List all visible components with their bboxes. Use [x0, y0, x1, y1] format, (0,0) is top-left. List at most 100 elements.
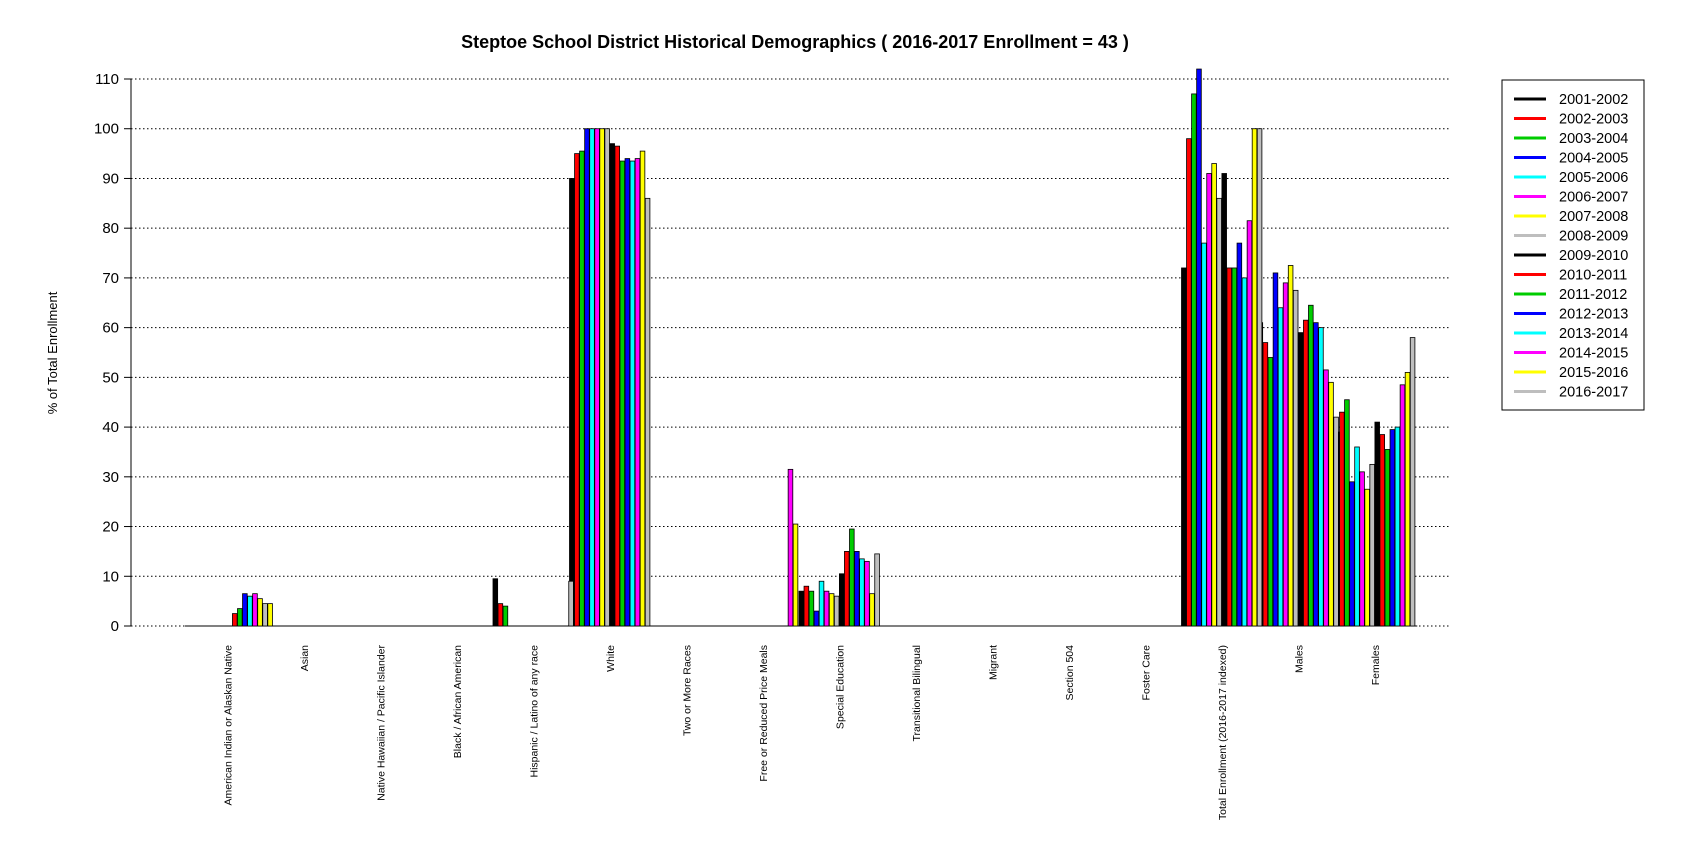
- bar: [803, 585, 810, 627]
- bar: [1354, 446, 1360, 627]
- legend-label: 2015-2016: [1559, 365, 1628, 381]
- legend-label: 2016-2017: [1559, 385, 1628, 401]
- bar: [242, 593, 248, 627]
- bar: [1318, 327, 1324, 627]
- x-tick-label: Migrant: [987, 645, 999, 680]
- bar: [579, 150, 585, 627]
- legend-box: [1501, 79, 1645, 411]
- bar: [1349, 481, 1355, 627]
- x-tick-label: Native Hawaiian / Pacific Islander: [375, 645, 387, 801]
- bar: [1181, 267, 1187, 627]
- y-axis-label: % of Total Enrollment: [45, 291, 60, 414]
- bar: [629, 160, 636, 627]
- chart-title: Steptoe School District Historical Demog…: [461, 32, 1129, 52]
- bar: [808, 590, 815, 627]
- bar: [1277, 307, 1284, 627]
- bar: [589, 128, 595, 627]
- bar: [252, 593, 258, 627]
- bar: [1404, 371, 1411, 627]
- bar: [1333, 416, 1339, 627]
- bar: [609, 143, 615, 627]
- bar: [1323, 369, 1329, 627]
- bar: [828, 593, 835, 627]
- y-tick-label: 100: [94, 121, 119, 138]
- y-tick-label: 60: [102, 320, 119, 337]
- bar: [833, 595, 840, 627]
- x-tick-label: Special Education: [834, 645, 846, 729]
- bar: [569, 178, 575, 627]
- bar: [1206, 173, 1212, 627]
- legend-label: 2006-2007: [1559, 190, 1628, 206]
- bar: [604, 128, 610, 627]
- bar: [1374, 421, 1380, 627]
- bar: [1409, 337, 1416, 627]
- bar: [1313, 322, 1319, 627]
- y-tick-label: 70: [102, 270, 119, 287]
- legend-label: 2004-2005: [1559, 151, 1628, 167]
- bar: [1282, 282, 1289, 627]
- bar: [864, 560, 870, 627]
- bar: [1211, 163, 1217, 627]
- y-tick-label: 110: [95, 71, 119, 88]
- bar: [568, 580, 574, 627]
- bar: [818, 580, 825, 627]
- bar: [1201, 242, 1207, 627]
- x-tick-label: White: [605, 645, 617, 672]
- bar: [267, 603, 273, 627]
- bar: [1267, 357, 1274, 627]
- x-tick-label: Black / African American: [452, 645, 464, 758]
- bar: [1292, 289, 1299, 627]
- bar: [594, 128, 600, 627]
- bar: [624, 158, 631, 627]
- bar: [614, 145, 621, 627]
- bar: [854, 551, 860, 627]
- bar: [849, 528, 855, 627]
- bar: [813, 610, 820, 627]
- bar: [1339, 411, 1345, 627]
- bar: [859, 558, 865, 627]
- bar: [874, 553, 880, 627]
- legend-label: 2002-2003: [1559, 112, 1628, 128]
- legend-label: 2001-2002: [1559, 92, 1628, 108]
- bar: [1196, 68, 1202, 627]
- legend-label: 2014-2015: [1559, 346, 1628, 362]
- bar: [1379, 434, 1385, 627]
- bar: [584, 128, 590, 627]
- bar: [1256, 128, 1263, 627]
- legend-label: 2007-2008: [1559, 209, 1628, 225]
- bar: [1364, 488, 1370, 627]
- bar: [257, 598, 263, 627]
- legend: 2001-2002 2002-2003 2003-2004 2004-2005 2005…: [1501, 79, 1645, 411]
- bar: [1216, 197, 1222, 627]
- bar: [232, 613, 238, 627]
- legend-label: 2012-2013: [1559, 307, 1628, 323]
- x-tick-label: Asian: [299, 645, 311, 671]
- y-tick-label: 80: [102, 220, 119, 237]
- bar: [1384, 449, 1391, 627]
- x-tick-label: Foster Care: [1140, 645, 1152, 701]
- bar: [1308, 304, 1314, 627]
- y-axis: 0 10 20 30 40 50 60 70 80 90 100 110: [94, 71, 132, 635]
- legend-label: 2009-2010: [1559, 248, 1628, 264]
- bar: [1236, 242, 1243, 627]
- bar: [1394, 426, 1401, 627]
- bars: [185, 68, 1418, 627]
- legend-label: 2003-2004: [1559, 131, 1628, 147]
- legend-label: 2011-2012: [1559, 287, 1627, 303]
- bar: [1231, 267, 1238, 627]
- bar: [1272, 272, 1279, 627]
- bar: [1344, 399, 1350, 627]
- y-tick-label: 50: [102, 369, 119, 386]
- bar: [1328, 381, 1334, 627]
- x-tick-label: Males: [1293, 645, 1305, 673]
- bar: [1186, 138, 1192, 627]
- x-tick-label: Total Enrollment (2016-2017 indexed): [1217, 645, 1229, 820]
- bar: [839, 573, 845, 627]
- bar: [1226, 267, 1232, 627]
- y-tick-label: 10: [102, 568, 119, 585]
- bar: [1246, 220, 1253, 627]
- bar: [787, 468, 794, 627]
- bar: [644, 197, 651, 627]
- legend-label: 2005-2006: [1559, 170, 1628, 186]
